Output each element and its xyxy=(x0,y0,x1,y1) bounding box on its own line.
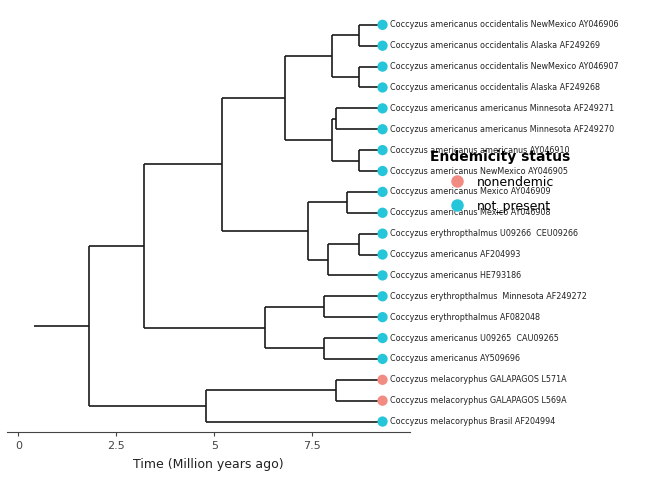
Text: Coccyzus erythropthalmus  Minnesota AF249272: Coccyzus erythropthalmus Minnesota AF249… xyxy=(390,292,587,301)
Point xyxy=(377,418,388,425)
Point xyxy=(377,146,388,154)
Point xyxy=(377,188,388,196)
Text: Coccyzus americanus occidentalis NewMexico AY046907: Coccyzus americanus occidentalis NewMexi… xyxy=(390,62,618,71)
Text: Coccyzus americanus occidentalis Alaska AF249269: Coccyzus americanus occidentalis Alaska … xyxy=(390,41,599,50)
Point xyxy=(377,355,388,363)
Text: Coccyzus erythropthalmus AF082048: Coccyzus erythropthalmus AF082048 xyxy=(390,312,540,322)
Point xyxy=(377,63,388,71)
Text: Coccyzus americanus Mexico AY046908: Coccyzus americanus Mexico AY046908 xyxy=(390,208,550,217)
Point xyxy=(377,334,388,342)
Point xyxy=(377,167,388,175)
Point xyxy=(377,84,388,91)
Text: Coccyzus americanus AY509696: Coccyzus americanus AY509696 xyxy=(390,354,519,363)
Point xyxy=(377,397,388,405)
Text: Coccyzus americanus Mexico AY046909: Coccyzus americanus Mexico AY046909 xyxy=(390,187,550,196)
Legend: nonendemic, not_present: nonendemic, not_present xyxy=(429,150,570,213)
Text: Coccyzus erythropthalmus U09266  CEU09266: Coccyzus erythropthalmus U09266 CEU09266 xyxy=(390,229,577,238)
Text: Coccyzus americanus occidentalis Alaska AF249268: Coccyzus americanus occidentalis Alaska … xyxy=(390,83,599,92)
Point xyxy=(377,376,388,384)
Point xyxy=(377,230,388,238)
Text: Coccyzus melacoryphus GALAPAGOS L571A: Coccyzus melacoryphus GALAPAGOS L571A xyxy=(390,375,566,384)
Text: Coccyzus americanus HE793186: Coccyzus americanus HE793186 xyxy=(390,271,521,280)
Point xyxy=(377,251,388,258)
Text: Coccyzus americanus U09265  CAU09265: Coccyzus americanus U09265 CAU09265 xyxy=(390,334,558,343)
Text: Coccyzus americanus NewMexico AY046905: Coccyzus americanus NewMexico AY046905 xyxy=(390,167,568,176)
Point xyxy=(377,209,388,216)
Point xyxy=(377,313,388,321)
Text: Coccyzus americanus americanus AY046910: Coccyzus americanus americanus AY046910 xyxy=(390,145,569,155)
Point xyxy=(377,292,388,300)
Text: Coccyzus melacoryphus GALAPAGOS L569A: Coccyzus melacoryphus GALAPAGOS L569A xyxy=(390,396,566,405)
Text: Coccyzus americanus AF204993: Coccyzus americanus AF204993 xyxy=(390,250,520,259)
Point xyxy=(377,21,388,29)
Point xyxy=(377,42,388,49)
Text: Coccyzus americanus americanus Minnesota AF249271: Coccyzus americanus americanus Minnesota… xyxy=(390,104,614,113)
Point xyxy=(377,105,388,112)
Point xyxy=(377,125,388,133)
Text: Coccyzus melacoryphus Brasil AF204994: Coccyzus melacoryphus Brasil AF204994 xyxy=(390,417,555,426)
X-axis label: Time (Million years ago): Time (Million years ago) xyxy=(133,458,284,471)
Point xyxy=(377,272,388,279)
Text: Coccyzus americanus americanus Minnesota AF249270: Coccyzus americanus americanus Minnesota… xyxy=(390,125,614,134)
Text: Coccyzus americanus occidentalis NewMexico AY046906: Coccyzus americanus occidentalis NewMexi… xyxy=(390,20,618,29)
